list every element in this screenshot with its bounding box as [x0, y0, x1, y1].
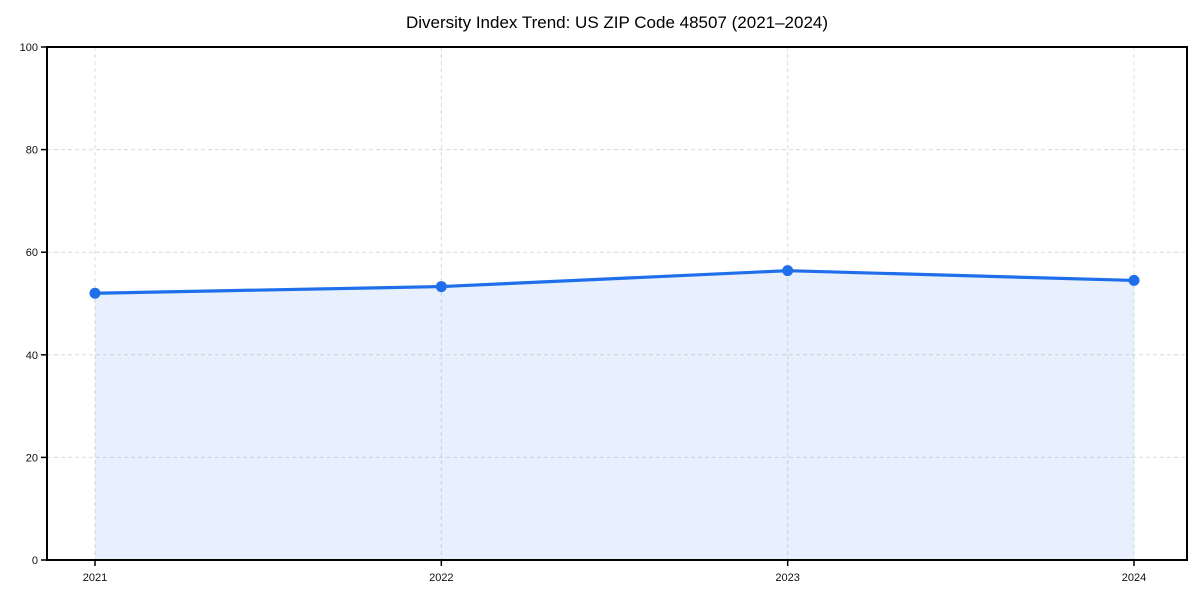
chart-title: Diversity Index Trend: US ZIP Code 48507…	[406, 13, 828, 32]
x-tick-label: 2022	[429, 572, 453, 584]
y-tick-label: 0	[32, 555, 38, 567]
plot-border	[46, 46, 1188, 561]
data-point-marker	[435, 281, 447, 293]
data-point-marker	[89, 287, 101, 299]
x-tick-label: 2023	[775, 572, 799, 584]
x-tick-label: 2024	[1122, 572, 1146, 584]
data-point-marker	[782, 265, 794, 277]
y-tick-label: 80	[26, 145, 38, 157]
trend-line	[93, 269, 1136, 295]
y-tick-label: 40	[26, 350, 38, 362]
area-fill	[95, 270, 1134, 560]
plot-area: 0 20 40 60 80 100 2021 2022 2023 2024	[20, 42, 1188, 584]
data-point-marker	[1128, 274, 1140, 286]
y-tick-label: 100	[20, 42, 38, 54]
y-tick-label: 20	[26, 452, 38, 464]
y-tick-label: 60	[26, 247, 38, 259]
x-tick-label: 2021	[83, 572, 107, 584]
